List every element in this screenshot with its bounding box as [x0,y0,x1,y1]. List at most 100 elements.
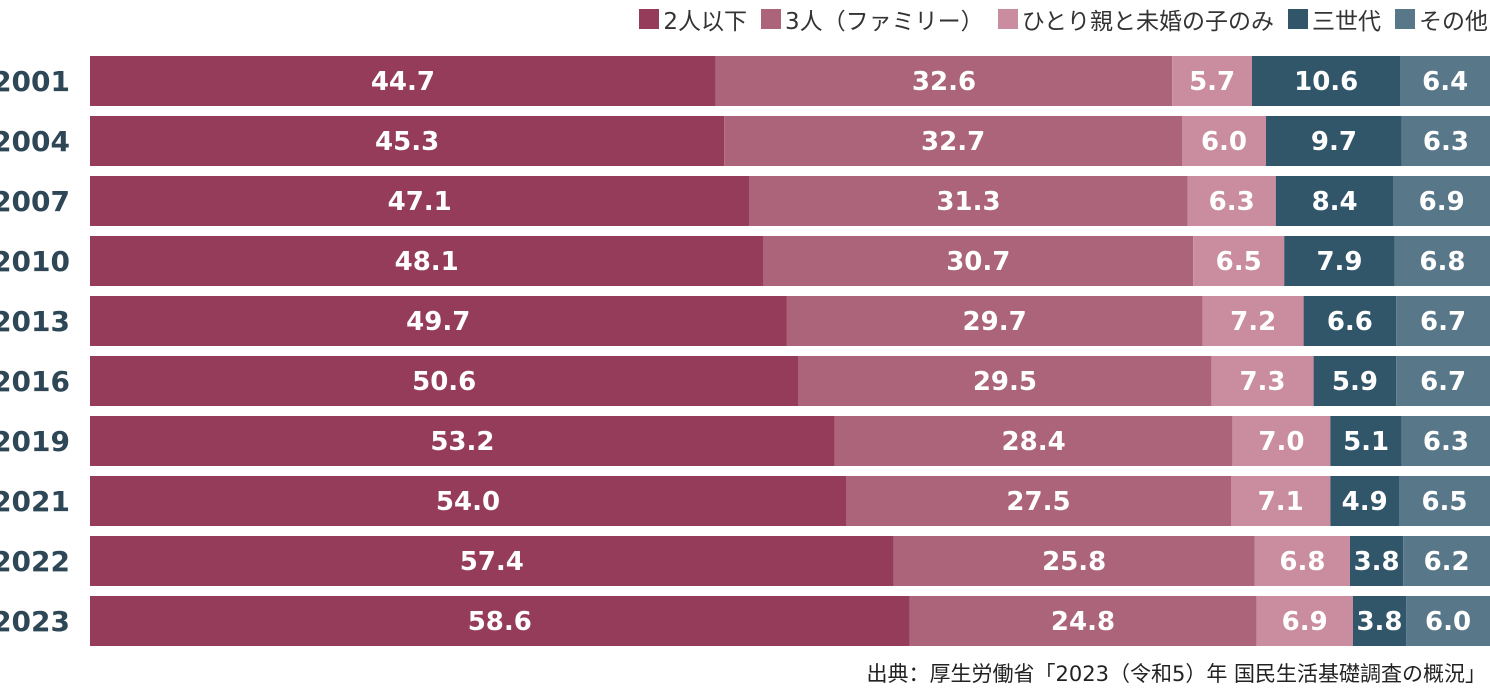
data-label: 53.2 [430,427,494,457]
y-tick-label: 2004 [0,125,70,158]
data-label: 6.8 [1419,247,1465,277]
bar-segment [90,476,846,526]
data-label: 5.1 [1343,427,1389,457]
bar-segment [1313,356,1397,406]
data-label: 30.7 [946,247,1010,277]
data-label: 6.4 [1422,67,1468,97]
data-label: 8.4 [1312,187,1358,217]
legend-label: ひとり親と未婚の子のみ [1021,9,1274,35]
bar-segment [1330,476,1399,526]
legend-item-2: ひとり親と未婚の子のみ [997,2,1274,36]
bar-segment [724,116,1182,166]
legend-swatch [1395,9,1415,29]
legend-label: 3人（ファミリー） [785,9,984,35]
bar-segment [90,596,910,646]
data-label: 6.5 [1421,487,1467,517]
bar-segment [1350,536,1404,586]
data-label: 6.0 [1425,607,1471,637]
y-tick-label: 2013 [0,305,70,338]
bar-segment [1211,356,1314,406]
y-tick-label: 2016 [0,365,70,398]
data-label: 4.9 [1342,487,1388,517]
data-label: 6.7 [1420,307,1466,337]
bar-segment [1193,236,1285,286]
bar-segment [893,536,1255,586]
data-label: 28.4 [1002,427,1066,457]
data-label: 7.9 [1316,247,1362,277]
data-label: 6.3 [1423,127,1469,157]
bar-segment [1266,116,1402,166]
bar-segment [90,176,750,226]
legend-swatch [997,9,1018,29]
data-label: 6.8 [1279,547,1325,577]
data-label: 6.9 [1419,187,1465,217]
data-label: 32.7 [921,127,985,157]
legend-label: その他 [1419,9,1488,35]
bar-segment [1393,176,1490,226]
bar-segment [1252,56,1401,106]
y-tick-label: 2022 [0,545,70,578]
data-label: 49.7 [406,307,470,337]
bar-segment [90,236,764,286]
legend-label: 三世代 [1312,9,1381,35]
legend-swatch [639,9,660,29]
y-tick-label: 2019 [0,425,70,458]
data-label: 7.0 [1258,427,1304,457]
data-label: 5.9 [1332,367,1378,397]
bar-segment [786,296,1203,346]
bar-segment [1275,176,1394,226]
data-label: 10.6 [1294,67,1358,97]
bar-segment [1394,236,1490,286]
data-label: 27.5 [1006,487,1070,517]
data-label: 29.7 [963,307,1027,337]
bar-segment [715,56,1173,106]
bar-segment [90,296,787,346]
data-label: 6.7 [1420,367,1466,397]
data-label: 6.0 [1201,127,1247,157]
data-label: 54.0 [436,487,500,517]
data-label: 5.7 [1189,67,1235,97]
data-label: 7.1 [1258,487,1304,517]
data-label: 6.3 [1209,187,1255,217]
bar-segment [90,356,799,406]
bar-segment [1400,56,1490,106]
legend-item-0: 2人以下 [639,2,747,36]
bar-segment [1182,116,1266,166]
bar-segment [90,56,716,106]
data-label: 24.8 [1051,607,1115,637]
y-tick-label: 2010 [0,245,70,278]
data-label: 57.4 [460,547,524,577]
data-label: 6.3 [1423,427,1469,457]
y-tick-label: 2021 [0,485,70,518]
data-label: 3.8 [1356,607,1402,637]
bar-segment [834,416,1233,466]
bar-segment [1401,116,1490,166]
bar-segment [1330,416,1402,466]
legend-swatch [1288,9,1308,29]
bar-segment [1284,236,1395,286]
bar-segment [1256,596,1353,646]
legend-item-1: 3人（ファミリー） [761,2,984,36]
bar-segment [798,356,1212,406]
bar-segment [90,536,894,586]
bar-segment [1231,476,1331,526]
data-label: 58.6 [468,607,532,637]
data-label: 6.9 [1282,607,1328,637]
data-label: 32.6 [912,67,976,97]
data-label: 45.3 [375,127,439,157]
data-label: 29.5 [973,367,1037,397]
bar-segment [1396,296,1490,346]
data-label: 6.5 [1216,247,1262,277]
legend-swatch [761,9,782,29]
bar-segment [909,596,1257,646]
data-label: 7.3 [1239,367,1285,397]
data-label: 48.1 [395,247,459,277]
data-label: 7.2 [1230,307,1276,337]
bar-segment [1303,296,1397,346]
data-label: 6.6 [1327,307,1373,337]
bar-segment [1172,56,1252,106]
bar-segment [1406,596,1490,646]
bar-segment [1232,416,1331,466]
source-note: 出典：厚生労働省「2023（令和5）年 国民生活基礎調査の概況」 [866,662,1486,686]
